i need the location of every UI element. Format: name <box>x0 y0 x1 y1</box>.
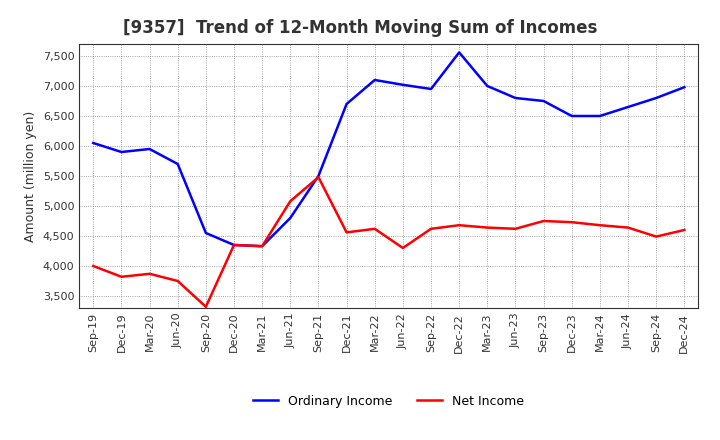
Net Income <box>399 246 408 251</box>
Net Income <box>117 274 126 279</box>
Net Income <box>370 226 379 231</box>
Ordinary Income <box>539 99 548 104</box>
Ordinary Income <box>427 86 436 92</box>
Net Income <box>427 226 436 231</box>
Net Income <box>483 225 492 230</box>
Net Income <box>89 264 98 269</box>
Ordinary Income <box>595 114 604 119</box>
Ordinary Income <box>399 82 408 88</box>
Ordinary Income <box>680 84 688 90</box>
Ordinary Income <box>370 77 379 83</box>
Ordinary Income <box>202 231 210 236</box>
Net Income <box>595 223 604 228</box>
Text: [9357]  Trend of 12-Month Moving Sum of Incomes: [9357] Trend of 12-Month Moving Sum of I… <box>122 19 597 37</box>
Net Income <box>202 304 210 309</box>
Net Income <box>145 271 154 276</box>
Ordinary Income <box>624 104 632 110</box>
Line: Ordinary Income: Ordinary Income <box>94 52 684 246</box>
Ordinary Income <box>89 140 98 146</box>
Net Income <box>511 226 520 231</box>
Ordinary Income <box>567 114 576 119</box>
Net Income <box>258 244 266 249</box>
Y-axis label: Amount (million yen): Amount (million yen) <box>24 110 37 242</box>
Net Income <box>286 198 294 204</box>
Net Income <box>652 234 660 239</box>
Ordinary Income <box>174 161 182 167</box>
Net Income <box>455 223 464 228</box>
Line: Net Income: Net Income <box>94 177 684 307</box>
Net Income <box>342 230 351 235</box>
Ordinary Income <box>230 242 238 248</box>
Net Income <box>680 227 688 233</box>
Net Income <box>539 218 548 224</box>
Ordinary Income <box>483 83 492 88</box>
Net Income <box>624 225 632 230</box>
Legend: Ordinary Income, Net Income: Ordinary Income, Net Income <box>248 390 529 413</box>
Ordinary Income <box>286 215 294 220</box>
Ordinary Income <box>314 173 323 179</box>
Ordinary Income <box>342 101 351 106</box>
Net Income <box>314 175 323 180</box>
Ordinary Income <box>455 50 464 55</box>
Ordinary Income <box>145 147 154 152</box>
Ordinary Income <box>652 95 660 101</box>
Net Income <box>567 220 576 225</box>
Net Income <box>230 242 238 248</box>
Ordinary Income <box>258 244 266 249</box>
Ordinary Income <box>117 149 126 154</box>
Ordinary Income <box>511 95 520 101</box>
Net Income <box>174 279 182 284</box>
